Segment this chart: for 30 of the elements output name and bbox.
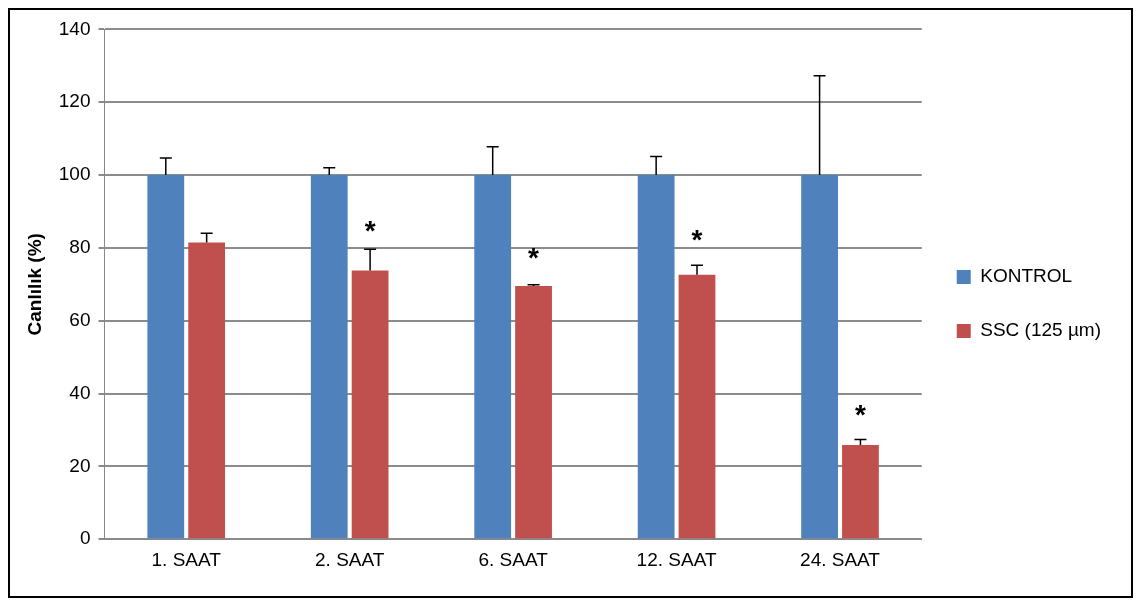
bar <box>188 242 226 539</box>
annotation: * <box>364 214 376 246</box>
x-tick-label: 6. SAAT <box>478 548 549 570</box>
annotation: * <box>528 241 540 273</box>
legend-label: SSC (125 µm) <box>980 319 1102 341</box>
y-tick-label: 40 <box>69 381 91 403</box>
x-tick-label: 12. SAAT <box>636 548 717 570</box>
bar <box>515 286 552 539</box>
x-tick-label: 1. SAAT <box>151 548 222 570</box>
y-tick-label: 0 <box>79 527 91 549</box>
y-tick-label: 100 <box>58 163 91 185</box>
legend-label: KONTROL <box>980 265 1073 287</box>
bar <box>678 274 716 539</box>
bar <box>351 270 389 539</box>
bar <box>147 175 185 539</box>
bar <box>801 175 838 539</box>
bar <box>474 175 512 539</box>
y-tick-label: 140 <box>58 17 91 39</box>
y-tick-label: 80 <box>69 236 91 258</box>
bar <box>637 175 675 539</box>
y-axis-title: Canlılık (%) <box>23 233 45 336</box>
x-tick-label: 24. SAAT <box>800 548 881 570</box>
bar <box>310 175 348 539</box>
y-tick-label: 20 <box>69 454 91 476</box>
annotation: * <box>855 399 866 431</box>
annotation: * <box>691 223 703 255</box>
y-tick-label: 60 <box>69 308 91 330</box>
x-tick-label: 2. SAAT <box>315 548 385 570</box>
y-tick-label: 120 <box>58 90 91 112</box>
bar <box>842 444 879 539</box>
